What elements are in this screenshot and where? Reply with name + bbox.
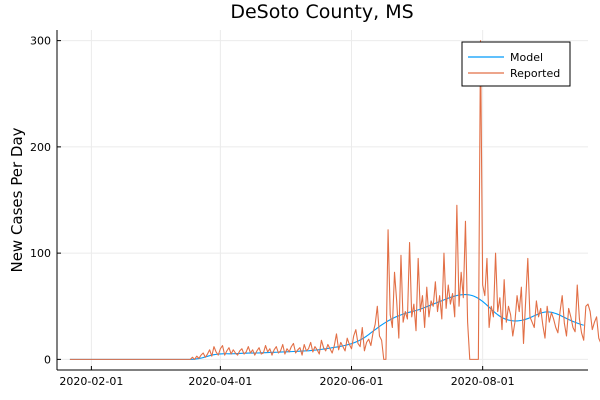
legend-box <box>461 41 571 87</box>
series-line-reported <box>69 40 600 360</box>
x-tick-label: 2020-06-01 <box>320 375 384 388</box>
y-tick-label: 100 <box>30 247 51 260</box>
chart-title: DeSoto County, MS <box>230 1 413 23</box>
legend-label-reported: Reported <box>510 67 560 80</box>
plot-series <box>69 40 600 360</box>
y-axis-label: New Cases Per Day <box>8 127 26 272</box>
axes <box>56 30 588 371</box>
x-tick-label: 2020-04-01 <box>188 375 252 388</box>
y-tick-label: 0 <box>44 353 51 366</box>
legend: Model Reported <box>461 41 571 87</box>
x-tick-label: 2020-08-01 <box>451 375 515 388</box>
y-tick-label: 200 <box>30 141 51 154</box>
series-line-model <box>69 294 584 360</box>
legend-label-model: Model <box>510 51 543 64</box>
y-tick-label: 300 <box>30 35 51 48</box>
tick-labels: 2020-02-01 2020-04-01 2020-06-01 2020-08-01… <box>30 35 515 388</box>
x-tick-label: 2020-02-01 <box>59 375 123 388</box>
